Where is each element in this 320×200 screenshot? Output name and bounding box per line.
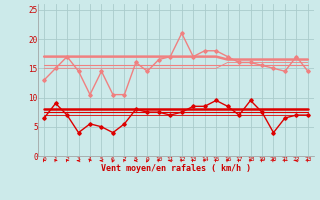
X-axis label: Vent moyen/en rafales ( km/h ): Vent moyen/en rafales ( km/h ) [101,164,251,173]
